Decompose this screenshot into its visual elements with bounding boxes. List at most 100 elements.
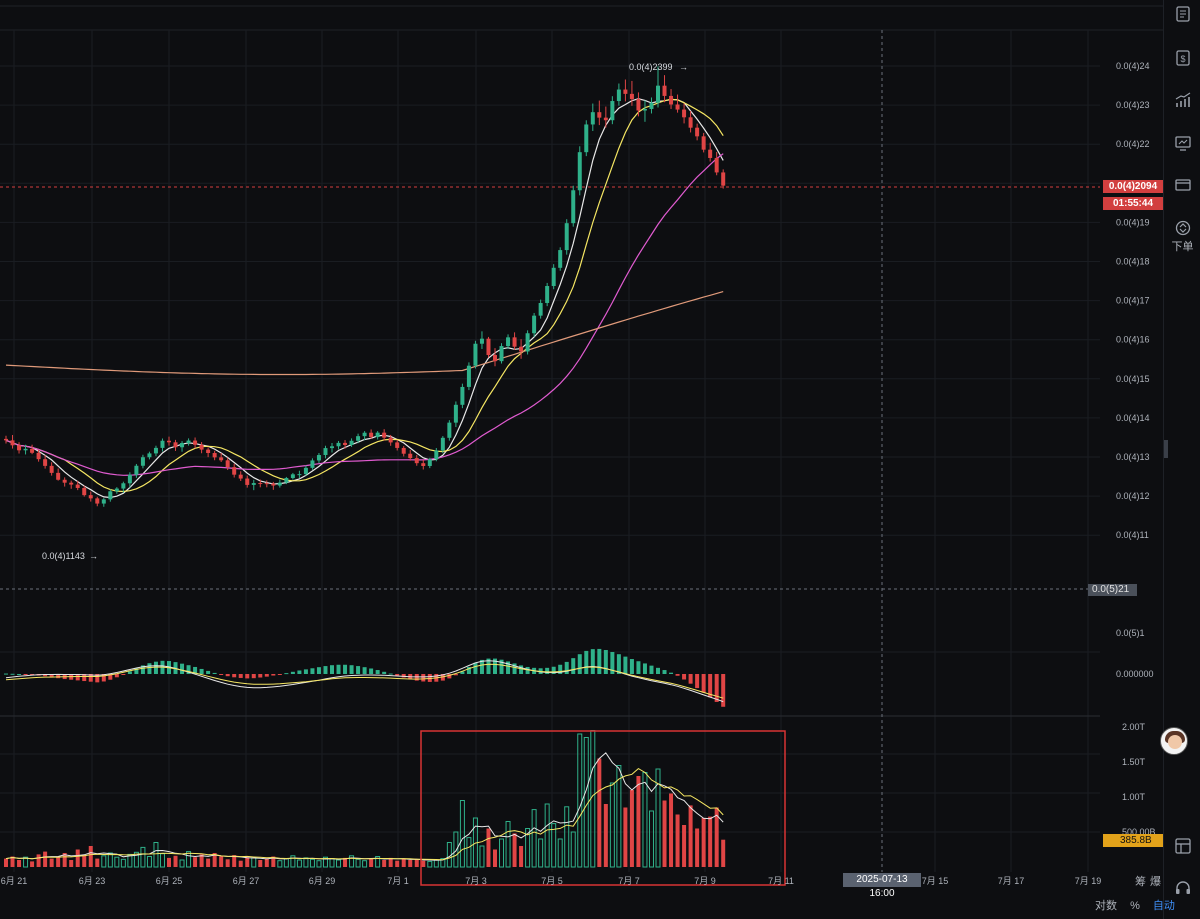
time-tick-label: 7月 19 (1075, 876, 1102, 886)
candle-body (486, 338, 491, 356)
volume-bar (453, 831, 459, 868)
macd-bar (219, 674, 224, 675)
trend-chart-icon[interactable] (1173, 90, 1193, 110)
candle-body (167, 440, 171, 443)
collapse-handle[interactable] (1164, 440, 1168, 458)
time-tick-label: 7月 1 (387, 876, 409, 886)
headset-icon[interactable] (1173, 878, 1193, 898)
volume-bar (701, 818, 706, 867)
volume-bar (375, 856, 381, 868)
macd-bar (362, 667, 367, 674)
volume-bar (551, 823, 557, 868)
monitor-chart-icon[interactable] (1173, 133, 1193, 153)
candle-body (147, 453, 152, 458)
macd-bar (251, 674, 256, 679)
low-label: 0.0(4)1143 (42, 551, 85, 561)
macd-bar (369, 668, 374, 674)
volume-bar (395, 860, 400, 867)
avatar[interactable] (1160, 727, 1188, 755)
macd-bar (23, 674, 28, 675)
macd-bar (49, 674, 54, 678)
macd-bar (238, 674, 243, 678)
time-tick-label: 7月 11 (768, 876, 794, 886)
candle-body (532, 315, 537, 334)
chip-toggle[interactable]: 筹 (1135, 876, 1146, 888)
volume-bar (682, 825, 687, 867)
volume-bar (219, 856, 224, 867)
macd-bar (721, 674, 726, 707)
macd-bar (616, 654, 621, 674)
document-icon[interactable] (1173, 4, 1193, 24)
volume-bar (512, 833, 517, 867)
macd-bar (271, 674, 276, 676)
candle-body (264, 483, 269, 485)
volume-bar (343, 857, 348, 867)
candle-body (538, 302, 543, 316)
candle-body (453, 404, 458, 423)
candle-body (4, 438, 8, 441)
log-scale-button[interactable]: 对数 (1095, 900, 1117, 912)
trading-chart[interactable]: 0.0(4)240.0(4)230.0(4)220.0(4)20.0(4)190… (0, 0, 1163, 919)
candle-body (316, 455, 321, 461)
explode-toggle[interactable]: 爆 (1150, 876, 1161, 888)
candle-body (571, 190, 576, 224)
candle-body (330, 446, 334, 449)
macd-bar (297, 670, 302, 674)
volume-bar (82, 855, 87, 867)
time-tick-label: 6月 27 (233, 876, 260, 886)
candle-body (525, 333, 530, 352)
place-order-label[interactable]: 下单 (1171, 241, 1194, 253)
price-tick-label: 0.0(4)13 (1116, 452, 1150, 462)
volume-tick-label: 500.00B (1122, 827, 1156, 837)
countdown-tag: 01:55:44 (1103, 197, 1163, 210)
macd-bar (114, 674, 119, 678)
candle-body (290, 474, 295, 479)
macd-bar (108, 674, 113, 680)
volume-bar (88, 846, 93, 867)
candle-body (180, 443, 185, 448)
candle-body (414, 458, 419, 464)
candle-body (584, 124, 589, 153)
candle-body (277, 482, 282, 486)
volume-bar (75, 849, 80, 867)
candle-body (649, 102, 654, 109)
macd-bar (460, 671, 465, 674)
candles (4, 66, 726, 507)
macd-bar (258, 674, 263, 678)
price-tick-label: 0.0(4)17 (1116, 296, 1150, 306)
panel-layout-icon[interactable] (1173, 836, 1193, 856)
volume-value-tag: 385.8B (1103, 834, 1163, 847)
candle-body (206, 449, 211, 454)
macd-bar (356, 666, 361, 674)
candle-body (506, 337, 511, 347)
volume-bar (662, 800, 667, 867)
volume-bar (4, 858, 8, 867)
macd-bar (153, 661, 158, 674)
macd-bar (590, 649, 595, 674)
price-tick-label: 0.0(4)11 (1116, 530, 1149, 540)
volume-bar (101, 855, 107, 868)
macd-bar (479, 659, 484, 674)
volume-ma-line (5, 767, 724, 861)
percent-scale-button[interactable]: % (1130, 900, 1140, 912)
macd-bar (206, 670, 211, 674)
candle-body (603, 117, 608, 121)
volume-bar (23, 856, 29, 868)
candle-body (336, 442, 341, 447)
volume-bar (440, 858, 446, 868)
time-tick-label: 6月 25 (156, 876, 183, 886)
candle-body (597, 112, 602, 118)
volume-bar (355, 858, 361, 868)
macd-bar (43, 674, 48, 677)
volume-bar (688, 805, 693, 867)
volume-bar (669, 793, 674, 867)
volume-bar (570, 831, 576, 868)
auto-scale-button[interactable]: 自动 (1152, 900, 1175, 912)
card-icon[interactable] (1173, 175, 1193, 195)
dollar-icon[interactable]: $ (1173, 48, 1193, 68)
candle-body (479, 338, 484, 344)
candle-body (662, 85, 667, 96)
candle-body (577, 152, 582, 191)
order-icon[interactable] (1173, 218, 1193, 238)
macd-bar (421, 674, 426, 682)
